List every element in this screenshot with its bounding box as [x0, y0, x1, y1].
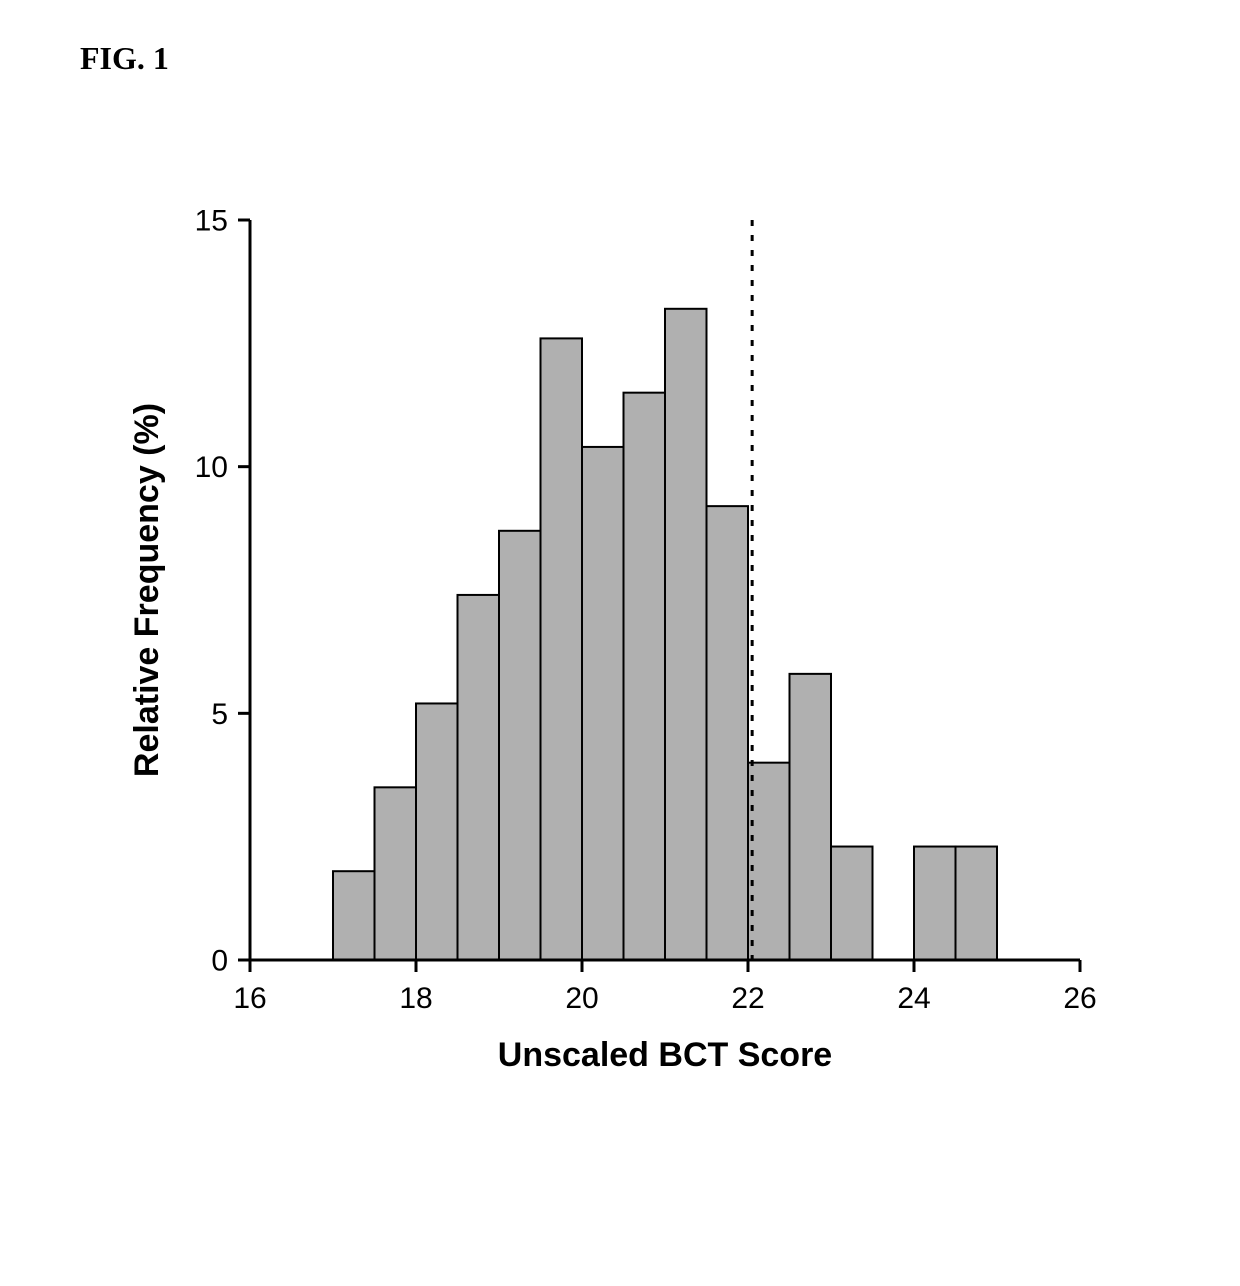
histogram-bar	[375, 787, 417, 960]
figure-label: FIG. 1	[80, 40, 169, 77]
page: FIG. 1 16 18 20 22 24 26 0 5 10 15 Unscaled BCT Sc…	[0, 0, 1240, 1286]
histogram-bar	[416, 703, 458, 960]
x-tick-label: 26	[1063, 982, 1096, 1015]
x-tick-label: 16	[233, 982, 266, 1015]
histogram-bar	[831, 847, 873, 960]
x-tick-label: 22	[731, 982, 764, 1015]
x-tick-label: 20	[565, 982, 598, 1015]
histogram-bar	[541, 338, 583, 960]
histogram-bar	[624, 393, 666, 960]
histogram-bar	[748, 763, 790, 960]
histogram-bar	[333, 871, 375, 960]
x-tick-label: 24	[897, 982, 930, 1015]
y-tick-label: 15	[195, 205, 228, 238]
histogram-bar	[582, 447, 624, 960]
histogram-bar	[956, 847, 998, 960]
histogram-chart: 16 18 20 22 24 26 0 5 10 15 Unscaled BCT Score Rela…	[110, 200, 1140, 1200]
y-tick-label: 10	[195, 451, 228, 484]
x-tick-label: 18	[399, 982, 432, 1015]
x-axis-label: Unscaled BCT Score	[498, 1036, 832, 1074]
histogram-bar	[499, 531, 541, 960]
y-tick-label: 0	[211, 945, 228, 978]
histogram-bar	[665, 309, 707, 960]
histogram-bar	[458, 595, 500, 960]
histogram-bar	[914, 847, 956, 960]
chart-svg: 16 18 20 22 24 26 0 5 10 15 Unscaled BCT Score Rela…	[110, 200, 1140, 1200]
y-tick-label: 5	[211, 698, 228, 731]
histogram-bar	[790, 674, 832, 960]
histogram-bar	[707, 506, 749, 960]
y-axis-label: Relative Frequency (%)	[128, 403, 166, 777]
